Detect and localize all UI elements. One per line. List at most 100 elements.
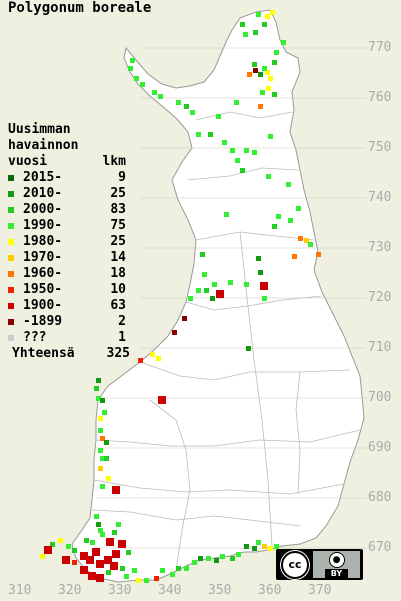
legend-heading-line1: Uusimman	[8, 122, 71, 137]
legend-swatch	[8, 175, 14, 181]
x-tick-label: 340	[158, 583, 182, 598]
observation-square	[94, 514, 99, 519]
region-borders	[91, 111, 361, 571]
observation-square	[240, 22, 245, 27]
y-tick-label: 690	[368, 440, 392, 455]
legend-year-label: 1960-	[23, 266, 63, 281]
observation-square	[192, 560, 197, 565]
observation-square	[216, 290, 224, 298]
grid	[96, 47, 366, 549]
observation-square	[230, 148, 235, 153]
observation-square	[184, 566, 189, 571]
observation-square	[265, 70, 270, 75]
observation-square	[150, 352, 155, 357]
observation-square	[158, 396, 166, 404]
observation-square	[210, 296, 215, 301]
cc-logo-icon: cc	[280, 550, 310, 579]
observation-square	[98, 466, 103, 471]
x-tick-label: 370	[308, 583, 332, 598]
legend: Uusimman havainnon vuosi lkm 2015- 9 2010-…	[8, 122, 130, 362]
legend-row: 1950- 10	[8, 282, 130, 298]
legend-total-label: Yhteensä	[12, 346, 75, 361]
observation-square	[100, 398, 105, 403]
legend-row: 2000- 83	[8, 202, 130, 218]
observation-square	[44, 546, 52, 554]
observation-square	[196, 132, 201, 137]
legend-total-count: 325	[106, 346, 130, 361]
observation-square	[140, 82, 145, 87]
observation-square	[124, 574, 129, 579]
observation-square	[80, 552, 88, 560]
observation-square	[104, 556, 112, 564]
legend-row: 1960- 18	[8, 266, 130, 282]
observation-square	[220, 554, 225, 559]
observation-square	[266, 86, 271, 91]
observation-square	[190, 110, 195, 115]
observation-square	[208, 132, 213, 137]
observation-square	[268, 134, 273, 139]
observation-square	[202, 272, 207, 277]
observation-square	[90, 540, 95, 545]
observation-square	[272, 60, 277, 65]
observation-square	[132, 568, 137, 573]
legend-year-label: 2015-	[23, 170, 63, 185]
observation-square	[266, 174, 271, 179]
observation-square	[98, 448, 103, 453]
observation-square	[96, 522, 101, 527]
legend-row: 2010- 25	[8, 186, 130, 202]
legend-year-label: 1950-	[23, 282, 63, 297]
observation-square	[98, 428, 103, 433]
legend-count: 1	[118, 330, 126, 345]
legend-count: 75	[110, 218, 126, 233]
observation-square	[144, 578, 149, 583]
observation-square	[260, 282, 268, 290]
legend-count: 63	[110, 298, 126, 313]
observation-square	[184, 104, 189, 109]
observation-square	[286, 182, 291, 187]
legend-swatch	[8, 239, 14, 245]
legend-year-label: 1980-	[23, 234, 63, 249]
x-tick-label: 320	[58, 583, 82, 598]
legend-swatch	[8, 207, 14, 213]
observation-square	[258, 104, 263, 109]
legend-count: 9	[118, 170, 126, 185]
legend-year-label: 1970-	[23, 250, 63, 265]
x-tick-label: 330	[108, 583, 132, 598]
observation-square	[244, 148, 249, 153]
observation-square	[98, 416, 103, 421]
legend-swatch	[8, 319, 14, 325]
observation-square	[100, 532, 105, 537]
observation-square	[262, 544, 267, 549]
observation-square	[246, 346, 251, 351]
observation-square	[216, 114, 221, 119]
y-tick-label: 730	[368, 240, 392, 255]
observation-square	[298, 236, 303, 241]
legend-row: ??? 1	[8, 330, 130, 346]
x-tick-label: 310	[8, 583, 32, 598]
observation-square	[72, 548, 77, 553]
legend-year-label: 2000-	[23, 202, 63, 217]
observation-square	[230, 556, 235, 561]
observation-square	[112, 486, 120, 494]
observation-square	[252, 62, 257, 67]
observation-square	[304, 238, 309, 243]
legend-count: 18	[110, 266, 126, 281]
observation-square	[104, 456, 109, 461]
observation-square	[196, 288, 201, 293]
legend-swatch	[8, 223, 14, 229]
observation-square	[154, 576, 159, 581]
cc-by-license-badge[interactable]: cc ● BY	[276, 549, 363, 580]
observation-square	[270, 10, 275, 15]
observation-square	[112, 530, 117, 535]
observation-square	[274, 50, 279, 55]
observation-square	[128, 66, 133, 71]
observation-square	[258, 72, 263, 77]
y-tick-label: 680	[368, 490, 392, 505]
legend-swatch	[8, 191, 14, 197]
legend-rows: 2015- 9 2010- 25 2000- 83 1990- 75 1980- 25 1970- 1…	[8, 170, 130, 346]
observation-square	[104, 440, 109, 445]
observation-square	[182, 316, 187, 321]
observation-square	[100, 456, 105, 461]
